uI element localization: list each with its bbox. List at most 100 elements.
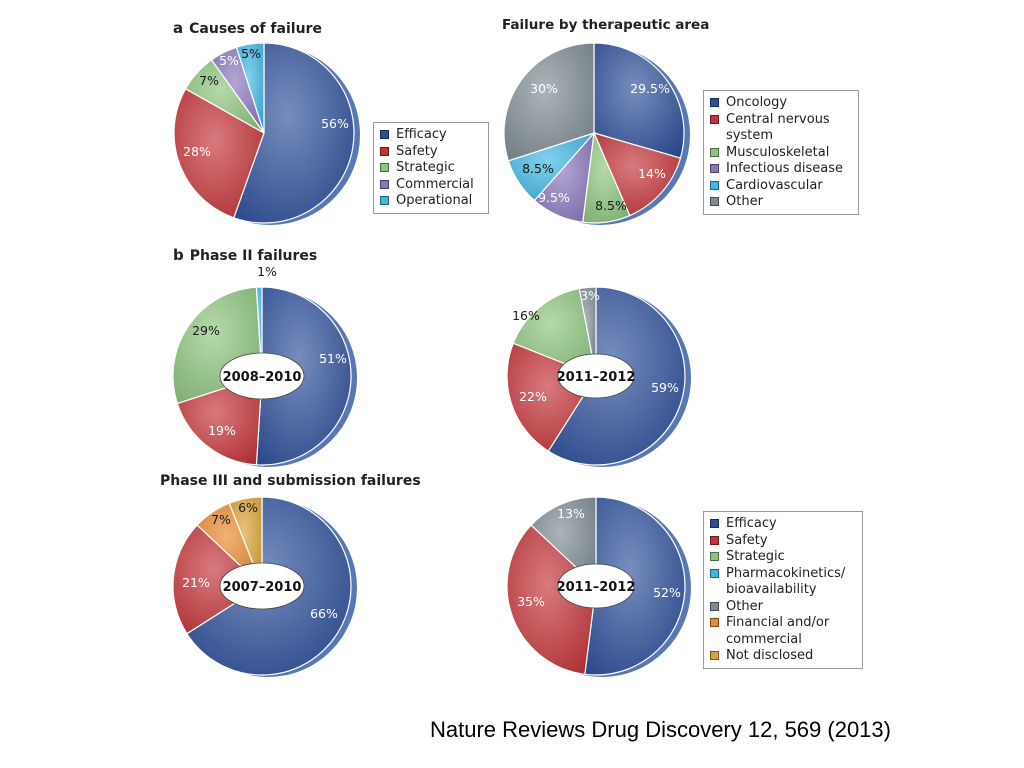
legend-item-other: Other <box>710 194 852 211</box>
value-label-p3a-financial-and-or-commercial: 7% <box>211 512 231 527</box>
legend-label-operational: Operational <box>396 193 473 208</box>
slice-causes-operational <box>235 42 265 134</box>
legend-swatch-central-nervous-system <box>710 114 719 124</box>
value-label-causes-strategic: 7% <box>199 73 219 88</box>
panel-letter-a: a <box>173 19 184 37</box>
legend-swatch-strategic <box>380 163 389 172</box>
value-label-therapeutic-other: 30% <box>530 81 558 96</box>
legend-therapeutic: Oncology Central nervous system Musculoske… <box>703 90 859 215</box>
legend-causes: Efficacy Safety Strategic Commercial Operati… <box>373 122 489 214</box>
legend-label-other: Other <box>726 598 763 614</box>
legend-item-efficacy: Efficacy <box>380 127 482 144</box>
slice-p3b-other <box>530 496 597 588</box>
legend-item-strategic: Strategic <box>380 160 482 177</box>
legend-item-other: Other <box>710 599 856 616</box>
chart-p3a: 2007–2010 66% 21% 7% 6% <box>172 496 357 677</box>
legend-label-cardiovascular: Cardiovascular <box>726 177 823 193</box>
value-label-p2b-safety: 22% <box>519 389 547 404</box>
phase3-heading: Phase III and submission failures <box>160 473 421 489</box>
slice-therapeutic-central-nervous-system <box>592 132 682 217</box>
value-label-p2b-strategic: 16% <box>512 308 540 323</box>
panel-letter-b: b <box>173 246 184 264</box>
value-label-p3b-efficacy: 52% <box>653 585 681 600</box>
value-label-causes-operational: 5% <box>241 46 261 61</box>
slice-causes-safety <box>173 87 265 219</box>
legend-item-musculoskeletal: Musculoskeletal <box>710 145 852 162</box>
legend-swatch-oncology <box>710 98 719 107</box>
value-label-p3a-not-disclosed: 6% <box>238 500 258 515</box>
legend-swatch-musculoskeletal <box>710 147 719 157</box>
panel-a-heading: a Causes of failure <box>173 19 322 37</box>
value-label-p3b-other: 13% <box>557 506 585 521</box>
value-label-therapeutic-central-nervous-system: 14% <box>638 166 666 181</box>
legend-item-pharmacokinetics-bioavailability: Pharmacokinetics/ bioavailability <box>710 566 856 599</box>
legend-label-strategic: Strategic <box>396 160 455 175</box>
legend-item-not-disclosed: Not disclosed <box>710 648 856 665</box>
slice-therapeutic-other <box>503 42 595 162</box>
legend-item-operational: Operational <box>380 193 482 210</box>
therapeutic-area-title: Failure by therapeutic area <box>502 17 710 33</box>
slice-p2b-strategic <box>512 287 597 377</box>
value-label-p3a-safety: 21% <box>182 575 210 590</box>
legend-item-efficacy: Efficacy <box>710 516 856 533</box>
value-label-causes-commercial: 5% <box>219 53 239 68</box>
center-label-p3b: 2011–2012 <box>557 580 636 595</box>
legend-label-other: Other <box>726 194 763 209</box>
slice-causes-efficacy <box>233 42 355 224</box>
value-label-p3a-efficacy: 66% <box>310 606 338 621</box>
value-label-therapeutic-oncology: 29.5% <box>630 81 670 96</box>
chart-p2b: 2011–2012 59% 22% 16% 3% <box>506 286 691 467</box>
panel-a-label: Causes of failure <box>189 21 322 37</box>
legend-label-safety: Safety <box>726 532 768 548</box>
center-label-p2b: 2011–2012 <box>557 370 636 385</box>
citation: Nature Reviews Drug Discovery 12, 569 (2… <box>430 717 891 742</box>
legend-label-efficacy: Efficacy <box>396 127 447 142</box>
value-label-therapeutic-infectious-disease: 9.5% <box>538 190 570 205</box>
legend-swatch-other <box>710 601 719 611</box>
value-label-therapeutic-cardiovascular: 8.5% <box>522 161 554 176</box>
legend-label-infectious-disease: Infectious disease <box>726 161 843 176</box>
legend-swatch-operational <box>380 196 389 205</box>
chart-causes: 56%28%7%5% 5% <box>173 42 360 225</box>
legend-item-infectious-disease: Infectious disease <box>710 161 852 178</box>
legend-swatch-other <box>710 197 719 206</box>
legend-label-strategic: Strategic <box>726 549 785 564</box>
slice-p3a-safety <box>172 524 263 635</box>
value-label-p3b-safety: 35% <box>517 594 545 609</box>
legend-label-commercial: Commercial <box>396 176 474 192</box>
donut-hole-p2b <box>557 353 635 399</box>
value-label-causes-safety: 28% <box>183 144 211 159</box>
legend-item-central-nervous-system: Central nervous system <box>710 112 852 145</box>
legend-swatch-financial-and-or-commercial <box>710 618 719 627</box>
legend-label-not-disclosed: Not disclosed <box>726 648 814 663</box>
legend-item-safety: Safety <box>380 144 482 161</box>
value-label-p2b-efficacy: 59% <box>651 380 679 395</box>
legend-label-efficacy: Efficacy <box>726 516 777 531</box>
slice-p2a-safety <box>176 375 263 466</box>
legend-label-pharmacokinetics-bioavailability: Pharmacokinetics/ bioavailability <box>726 565 846 598</box>
center-label-p2a: 2008–2010 <box>223 370 302 385</box>
slice-p3b-efficacy <box>584 496 686 676</box>
value-label-p2a-efficacy: 51% <box>319 351 347 366</box>
chart-p3b: 2011–2012 52% 35% 13% <box>506 496 691 677</box>
legend-swatch-cardiovascular <box>710 180 719 190</box>
legend-label-central-nervous-system: Central nervous system <box>726 111 830 144</box>
value-label-therapeutic-musculoskeletal: 8.5% <box>595 198 627 213</box>
legend-label-musculoskeletal: Musculoskeletal <box>726 144 830 160</box>
value-label-p2b-other: 3% <box>580 288 600 303</box>
legend-item-oncology: Oncology <box>710 95 852 112</box>
legend-swatch-strategic <box>710 552 719 561</box>
legend-item-safety: Safety <box>710 533 856 550</box>
slice-p3b-safety <box>506 524 597 675</box>
legend-item-strategic: Strategic <box>710 549 856 566</box>
value-label-p2a-safety: 19% <box>208 423 236 438</box>
panel-b-label: Phase II failures <box>189 248 318 264</box>
value-label-p2a-pharmacokinetics-bioavailability: 1% <box>257 264 277 279</box>
legend-swatch-safety <box>380 146 389 156</box>
legend-label-financial-and-or-commercial: Financial and/or commercial <box>726 615 830 647</box>
legend-swatch-efficacy <box>380 130 389 139</box>
donut-hole-p3a <box>219 562 305 610</box>
legend-swatch-pharmacokinetics-bioavailability <box>710 568 719 578</box>
